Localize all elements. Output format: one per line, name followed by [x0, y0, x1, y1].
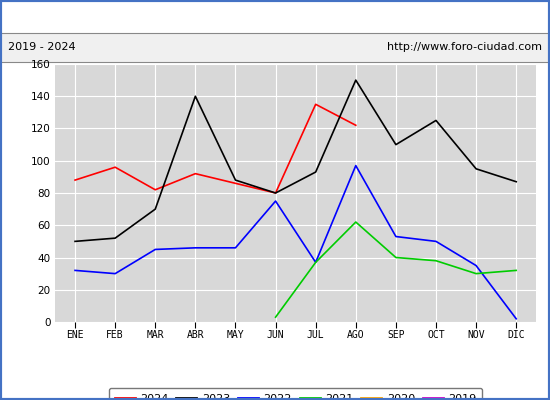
Text: Evolucion Nº Turistas Extranjeros en el municipio de Soto de la Vega: Evolucion Nº Turistas Extranjeros en el … [35, 10, 515, 23]
Text: http://www.foro-ciudad.com: http://www.foro-ciudad.com [387, 42, 542, 52]
Legend: 2024, 2023, 2022, 2021, 2020, 2019: 2024, 2023, 2022, 2021, 2020, 2019 [109, 388, 482, 400]
Text: 2019 - 2024: 2019 - 2024 [8, 42, 76, 52]
